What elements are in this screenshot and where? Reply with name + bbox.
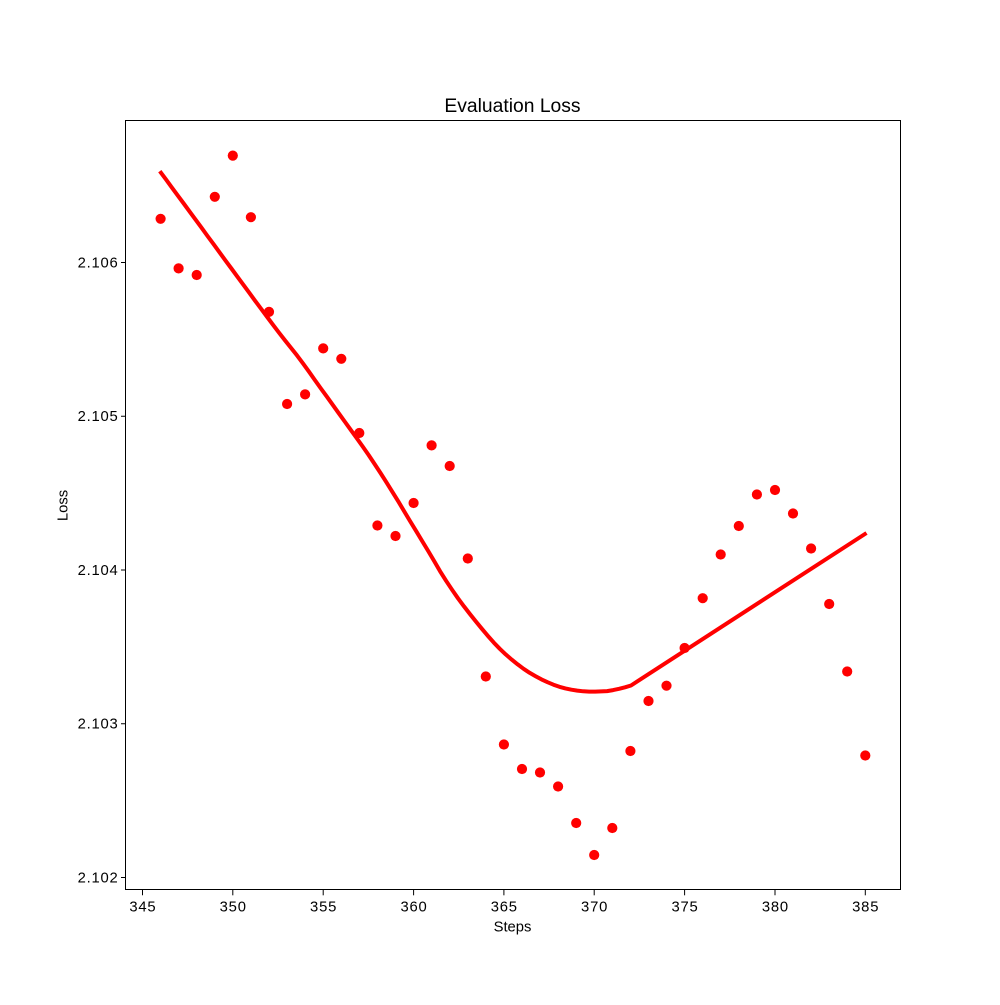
svg-text:2.103: 2.103: [78, 717, 119, 733]
svg-text:355: 355: [310, 899, 337, 915]
svg-text:Steps: Steps: [494, 920, 532, 936]
svg-text:2.102: 2.102: [78, 870, 119, 886]
svg-text:360: 360: [400, 899, 427, 915]
svg-text:2.104: 2.104: [78, 563, 119, 579]
svg-text:385: 385: [852, 899, 879, 915]
svg-text:380: 380: [762, 899, 789, 915]
svg-text:2.106: 2.106: [78, 255, 119, 271]
svg-text:370: 370: [581, 899, 608, 915]
svg-text:365: 365: [491, 899, 518, 915]
svg-text:350: 350: [220, 899, 247, 915]
svg-text:345: 345: [129, 899, 156, 915]
svg-text:Evaluation Loss: Evaluation Loss: [444, 96, 580, 117]
svg-text:2.105: 2.105: [78, 409, 119, 425]
svg-text:Loss: Loss: [56, 490, 72, 521]
svg-text:375: 375: [671, 899, 698, 915]
